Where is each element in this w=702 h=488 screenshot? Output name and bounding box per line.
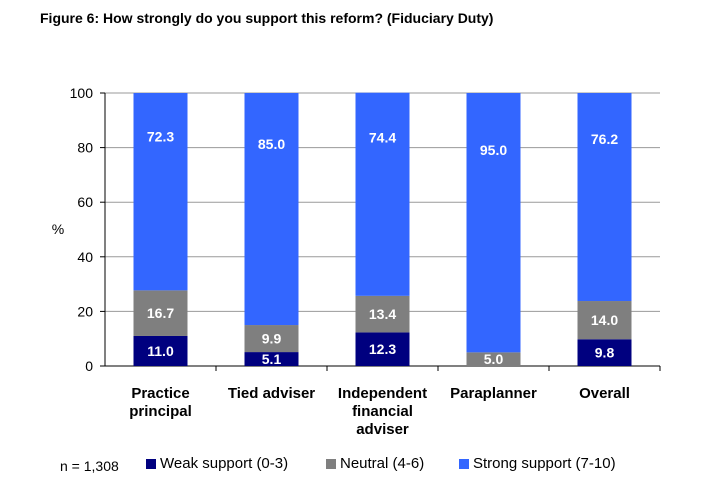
bar-segment-neutral (244, 325, 299, 353)
x-category-label: financial (352, 403, 413, 420)
x-category-label: principal (129, 403, 192, 420)
bar-segment-weak (577, 339, 632, 366)
bar-segment-strong (355, 92, 410, 296)
data-label-neutral: 14.0 (591, 312, 618, 328)
bar-segment-neutral (133, 290, 188, 336)
legend-item-weak: Weak support (0-3) (146, 455, 288, 472)
legend-swatch-strong (459, 458, 469, 469)
bar-segment-weak (244, 352, 299, 366)
y-axis-label: % (52, 221, 64, 237)
x-category-label: Independent (338, 385, 427, 402)
bar-segment-strong (133, 93, 188, 291)
bar-segment-strong (466, 93, 521, 353)
data-label-neutral: 9.9 (262, 331, 282, 347)
data-label-neutral: 16.7 (147, 305, 174, 321)
sample-size-note: n = 1,308 (60, 458, 119, 474)
x-category-label: Practice (131, 385, 189, 402)
bar-segment-neutral (466, 352, 521, 366)
x-category-label: Paraplanner (450, 385, 537, 402)
legend-swatch-weak (146, 458, 156, 469)
legend-label-strong: Strong support (7-10) (473, 455, 616, 472)
bar-segment-weak (355, 332, 410, 366)
data-label-strong: 74.4 (369, 129, 396, 145)
legend-item-neutral: Neutral (4-6) (326, 455, 424, 472)
data-label-neutral: 5.0 (484, 351, 504, 367)
legend-item-strong: Strong support (7-10) (459, 455, 616, 472)
y-tick-label: 0 (85, 358, 93, 374)
data-label-weak: 12.3 (369, 341, 396, 357)
bar-segment-strong (577, 93, 632, 302)
legend-label-neutral: Neutral (4-6) (340, 455, 425, 472)
data-label-strong: 95.0 (480, 142, 507, 158)
x-category-label: Overall (579, 385, 630, 402)
data-label-strong: 76.2 (591, 131, 618, 147)
chart-title: Figure 6: How strongly do you support th… (40, 10, 494, 26)
y-tick-label: 80 (77, 140, 93, 156)
bar-segment-weak (133, 335, 188, 366)
data-label-weak: 9.8 (595, 345, 615, 361)
bar-segment-neutral (577, 301, 632, 340)
y-tick-label: 40 (77, 249, 93, 265)
data-label-weak: 11.0 (147, 343, 174, 359)
legend-label-weak: Weak support (0-3) (160, 455, 289, 472)
y-tick-label: 100 (70, 85, 94, 101)
data-label-strong: 85.0 (258, 136, 285, 152)
data-label-neutral: 13.4 (369, 306, 396, 322)
x-category-label: adviser (356, 421, 409, 438)
data-label-weak: 5.1 (262, 351, 282, 367)
legend-swatch-neutral (326, 458, 336, 469)
data-label-strong: 72.3 (147, 128, 174, 144)
bar-segment-strong (244, 93, 299, 326)
y-tick-label: 60 (77, 194, 93, 210)
bar-segment-neutral (355, 295, 410, 333)
y-tick-label: 20 (77, 303, 93, 319)
x-category-label: Tied adviser (228, 385, 315, 402)
